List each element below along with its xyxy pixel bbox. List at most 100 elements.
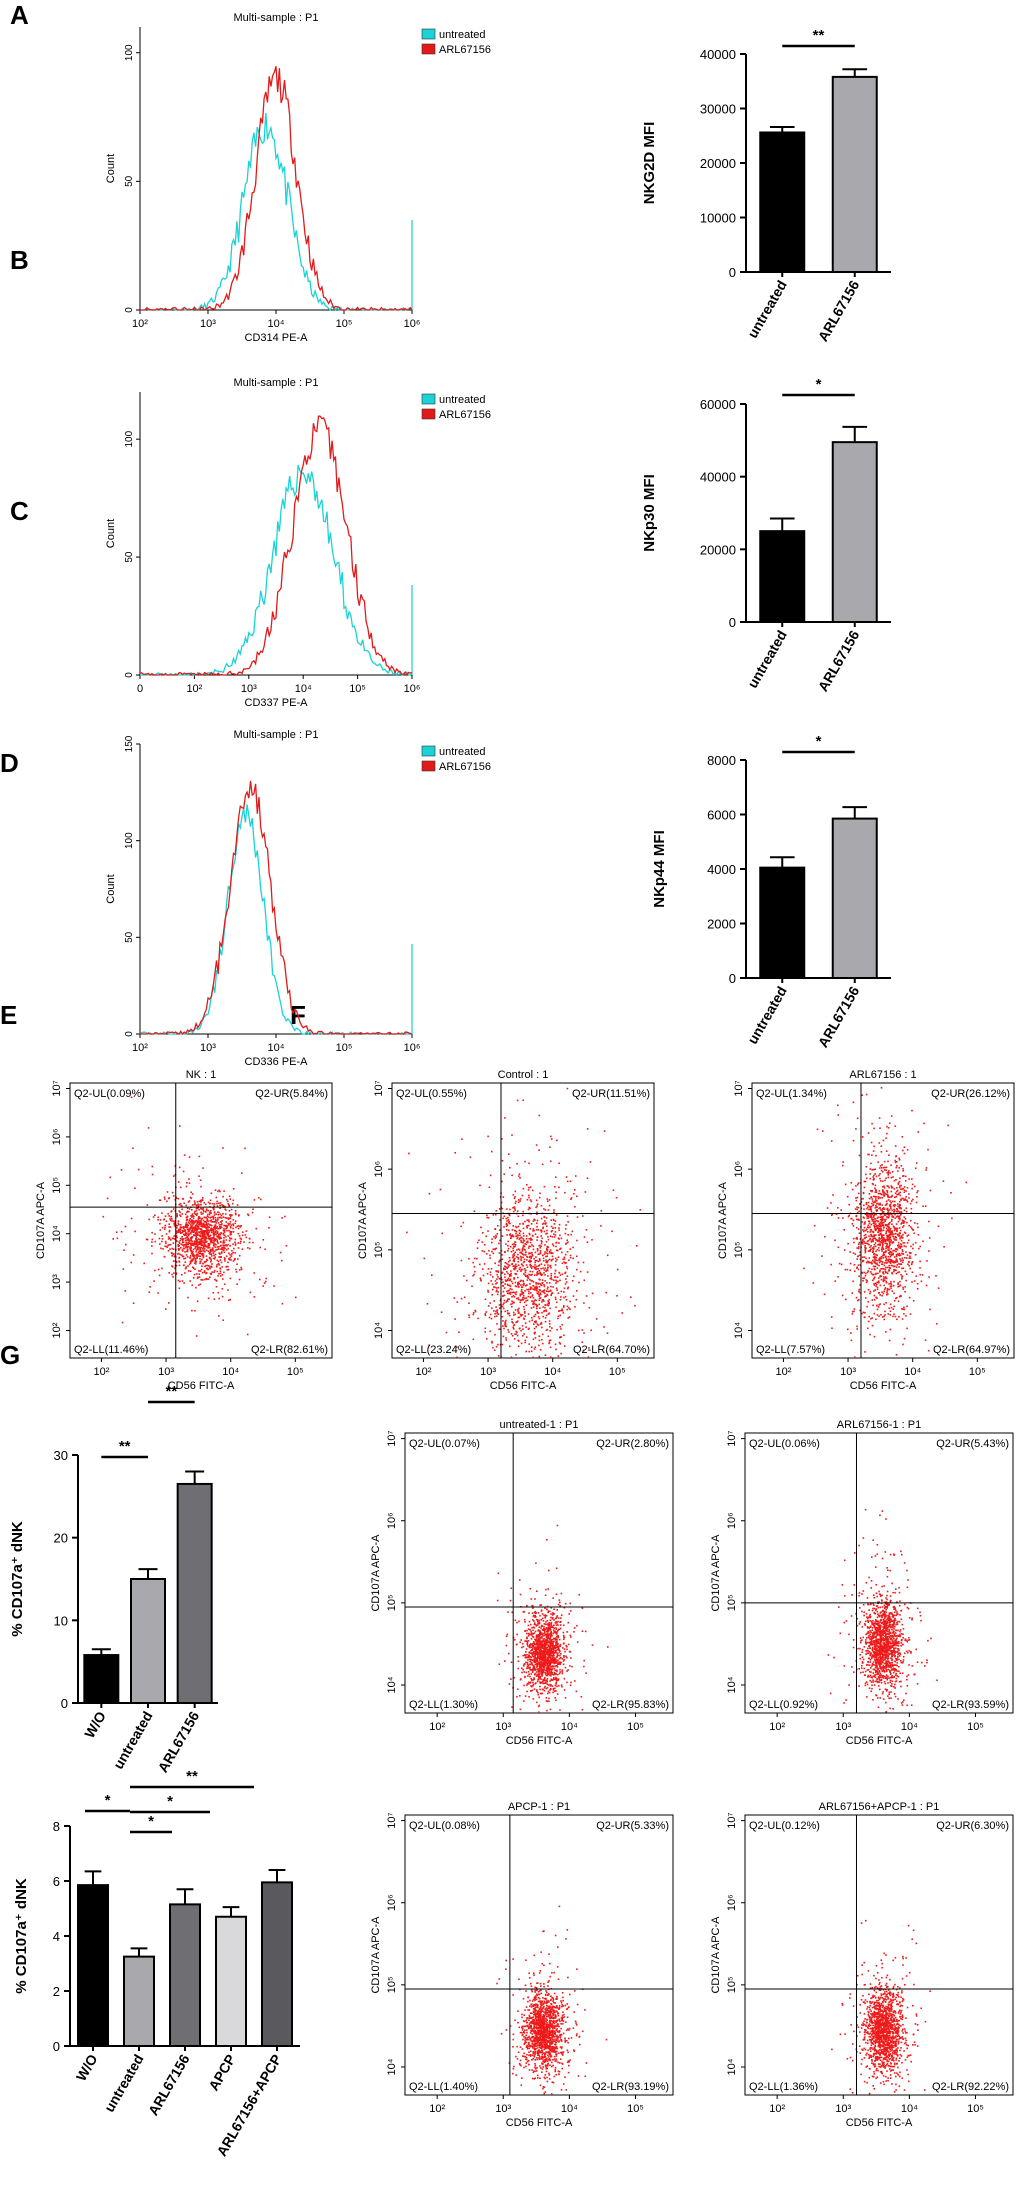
event-dot [543, 1253, 546, 1255]
event-dot [563, 1606, 566, 1609]
event-dot [204, 1245, 206, 1248]
event-dot [185, 1222, 188, 1224]
x-axis-label: CD56 FITC-A [490, 1380, 557, 1392]
event-dot [494, 1333, 496, 1336]
event-dot [830, 1140, 833, 1142]
event-dot [878, 1237, 880, 1239]
event-dot [163, 1196, 166, 1198]
event-dot [175, 1232, 178, 1235]
event-dot [871, 1169, 873, 1171]
event-dot [911, 1187, 913, 1190]
event-dot [531, 1679, 533, 1681]
event-dot [536, 1211, 538, 1214]
event-dot [878, 1315, 880, 1318]
event-dot [578, 1281, 580, 1284]
event-dot [196, 1241, 198, 1243]
event-dot [223, 1190, 225, 1192]
event-dot [513, 1338, 516, 1340]
event-dot [193, 1244, 195, 1247]
event-dot [205, 1221, 208, 1224]
quadrant-ul-label: Q2-UL(1.34%) [756, 1088, 827, 1100]
event-dot [544, 1640, 547, 1642]
event-dot [875, 1318, 877, 1321]
event-dot [869, 1246, 871, 1249]
event-dot [899, 1280, 901, 1283]
event-dot [217, 1218, 219, 1221]
event-dot [897, 1233, 900, 1236]
event-dot [148, 1218, 150, 1221]
event-dot [891, 1209, 893, 1212]
event-dot [528, 1220, 530, 1223]
event-dot [887, 1249, 889, 1251]
event-dot [216, 1200, 218, 1203]
event-dot [526, 1227, 528, 1229]
event-dot [951, 1217, 953, 1220]
event-dot [875, 1223, 877, 1225]
event-dot [166, 1191, 169, 1193]
event-dot [154, 1233, 156, 1235]
event-dot [528, 1646, 531, 1649]
event-dot [221, 1248, 224, 1251]
event-dot [210, 1237, 213, 1240]
event-dot [879, 1192, 881, 1195]
event-dot [914, 1254, 917, 1256]
event-dot [881, 1221, 884, 1224]
event-dot [889, 1221, 891, 1224]
event-dot [205, 1216, 207, 1219]
event-dot [549, 1252, 551, 1254]
event-dot [524, 1290, 526, 1292]
event-dot [207, 1220, 209, 1222]
event-dot [230, 1224, 233, 1226]
event-dot [899, 1217, 901, 1220]
event-dot [494, 1237, 497, 1240]
event-dot [884, 1242, 886, 1245]
event-dot [890, 1248, 893, 1250]
event-dot [236, 1283, 238, 1285]
event-dot [168, 1272, 170, 1274]
event-dot [244, 1234, 247, 1236]
event-dot [189, 1227, 191, 1230]
event-dot [552, 1652, 554, 1654]
event-dot [851, 1292, 854, 1294]
event-dot [512, 1256, 514, 1258]
event-dot [213, 1236, 215, 1238]
event-dot [893, 1205, 896, 1208]
event-dot [937, 1225, 940, 1228]
event-dot [190, 1197, 193, 1200]
event-dot [871, 1268, 873, 1271]
event-dot [897, 1271, 899, 1274]
event-dot [869, 1290, 872, 1293]
event-dot [871, 1213, 874, 1216]
event-dot [896, 1210, 898, 1213]
event-dot [159, 1229, 162, 1231]
event-dot [893, 1211, 895, 1213]
event-dot [893, 1179, 896, 1182]
event-dot [552, 1650, 555, 1653]
event-dot [572, 1246, 574, 1249]
event-dot [211, 1221, 214, 1223]
event-dot [181, 1232, 183, 1234]
event-dot [539, 1667, 541, 1670]
event-dot [533, 1315, 535, 1318]
event-dot [182, 1198, 185, 1200]
event-dot [872, 1250, 874, 1252]
event-dot [509, 1345, 511, 1348]
event-dot [460, 1225, 462, 1228]
event-dot [865, 1202, 868, 1204]
event-dot [528, 1245, 530, 1248]
event-dot [184, 1213, 187, 1216]
event-dot [193, 1273, 196, 1276]
event-dot [877, 1192, 880, 1195]
event-dot [518, 1175, 520, 1177]
event-dot [189, 1262, 192, 1264]
event-dot [877, 1224, 879, 1227]
x-tick-label: 10⁴ [561, 1721, 578, 1733]
event-dot [892, 1284, 895, 1287]
event-dot [145, 1238, 148, 1241]
event-dot [201, 1244, 204, 1247]
event-dot [213, 1212, 216, 1214]
event-dot [538, 1196, 541, 1199]
event-dot [549, 1680, 551, 1682]
event-dot [870, 1223, 873, 1226]
event-dot [873, 1298, 876, 1301]
